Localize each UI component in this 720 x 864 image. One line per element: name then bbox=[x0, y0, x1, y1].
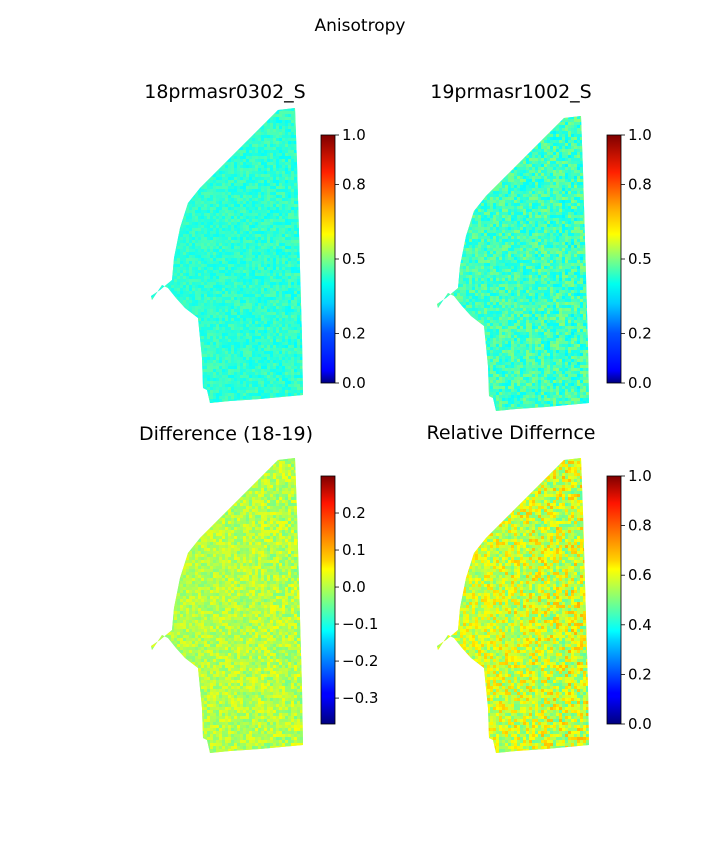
panel-4: Relative Differnce 0.0 0.2 0.4 0.6 0.8 1.0 bbox=[426, 422, 652, 753]
heatmap-1 bbox=[151, 108, 303, 403]
heatmap-1-texture bbox=[151, 108, 303, 403]
colorbar-3-tick-label: 0.0 bbox=[342, 578, 366, 596]
panel-2: 19prmasr1002_S 0.0 0.2 0.5 0.8 1.0 bbox=[430, 81, 652, 411]
heatmap-2 bbox=[437, 116, 589, 411]
colorbar-3 bbox=[320, 475, 336, 725]
colorbar-1-tick-label: 0.8 bbox=[342, 176, 366, 194]
colorbar-4-tick-label: 0.0 bbox=[628, 715, 652, 733]
panel-1-title: 18prmasr0302_S bbox=[144, 81, 306, 103]
heatmap-3-texture bbox=[151, 458, 303, 753]
colorbar-3-tick-label: 0.1 bbox=[342, 541, 366, 559]
heatmap-4-texture bbox=[437, 458, 589, 753]
colorbar-1 bbox=[320, 134, 336, 384]
heatmap-3 bbox=[151, 458, 303, 753]
heatmap-2-texture bbox=[437, 116, 589, 411]
panel-1: 18prmasr0302_S 0.0 0.2 0.5 0.8 1.0 bbox=[144, 81, 366, 403]
panel-3-title: Difference (18-19) bbox=[139, 423, 313, 445]
colorbar-2-tick-label: 0.2 bbox=[628, 324, 652, 342]
figure-title: Anisotropy bbox=[315, 16, 406, 36]
colorbar-4-tick-label: 0.6 bbox=[628, 566, 652, 584]
colorbar-2-tick-label: 1.0 bbox=[628, 126, 652, 144]
colorbar-1-tick-label: 0.2 bbox=[342, 324, 366, 342]
panel-3: Difference (18-19) 0.2 0.1 0.0 −0.1 −0.2 −0.3 bbox=[139, 423, 378, 753]
colorbar-4-tick-label: 1.0 bbox=[628, 467, 652, 485]
colorbar-4-tick-label: 0.8 bbox=[628, 517, 652, 535]
colorbar-3-ticks: 0.2 0.1 0.0 −0.1 −0.2 −0.3 bbox=[335, 504, 378, 707]
colorbar-4-tick-label: 0.2 bbox=[628, 665, 652, 683]
colorbar-3-tick-label: −0.3 bbox=[342, 689, 378, 707]
colorbar-2-ticks: 0.0 0.2 0.5 0.8 1.0 bbox=[621, 126, 652, 392]
heatmap-4 bbox=[437, 458, 589, 753]
colorbar-2 bbox=[606, 134, 622, 384]
colorbar-4 bbox=[606, 475, 622, 725]
panel-2-title: 19prmasr1002_S bbox=[430, 81, 592, 103]
colorbar-1-ticks: 0.0 0.2 0.5 0.8 1.0 bbox=[335, 126, 366, 392]
colorbar-1-tick-label: 1.0 bbox=[342, 126, 366, 144]
colorbar-4-ticks: 0.0 0.2 0.4 0.6 0.8 1.0 bbox=[621, 467, 652, 733]
colorbar-1-tick-label: 0.0 bbox=[342, 374, 366, 392]
colorbar-3-tick-label: −0.1 bbox=[342, 615, 378, 633]
colorbar-4-tick-label: 0.4 bbox=[628, 616, 652, 634]
colorbar-2-tick-label: 0.5 bbox=[628, 250, 652, 268]
colorbar-3-tick-label: −0.2 bbox=[342, 652, 378, 670]
panel-4-title: Relative Differnce bbox=[426, 422, 595, 444]
colorbar-2-tick-label: 0.0 bbox=[628, 374, 652, 392]
colorbar-2-tick-label: 0.8 bbox=[628, 176, 652, 194]
colorbar-1-tick-label: 0.5 bbox=[342, 250, 366, 268]
colorbar-3-tick-label: 0.2 bbox=[342, 504, 366, 522]
